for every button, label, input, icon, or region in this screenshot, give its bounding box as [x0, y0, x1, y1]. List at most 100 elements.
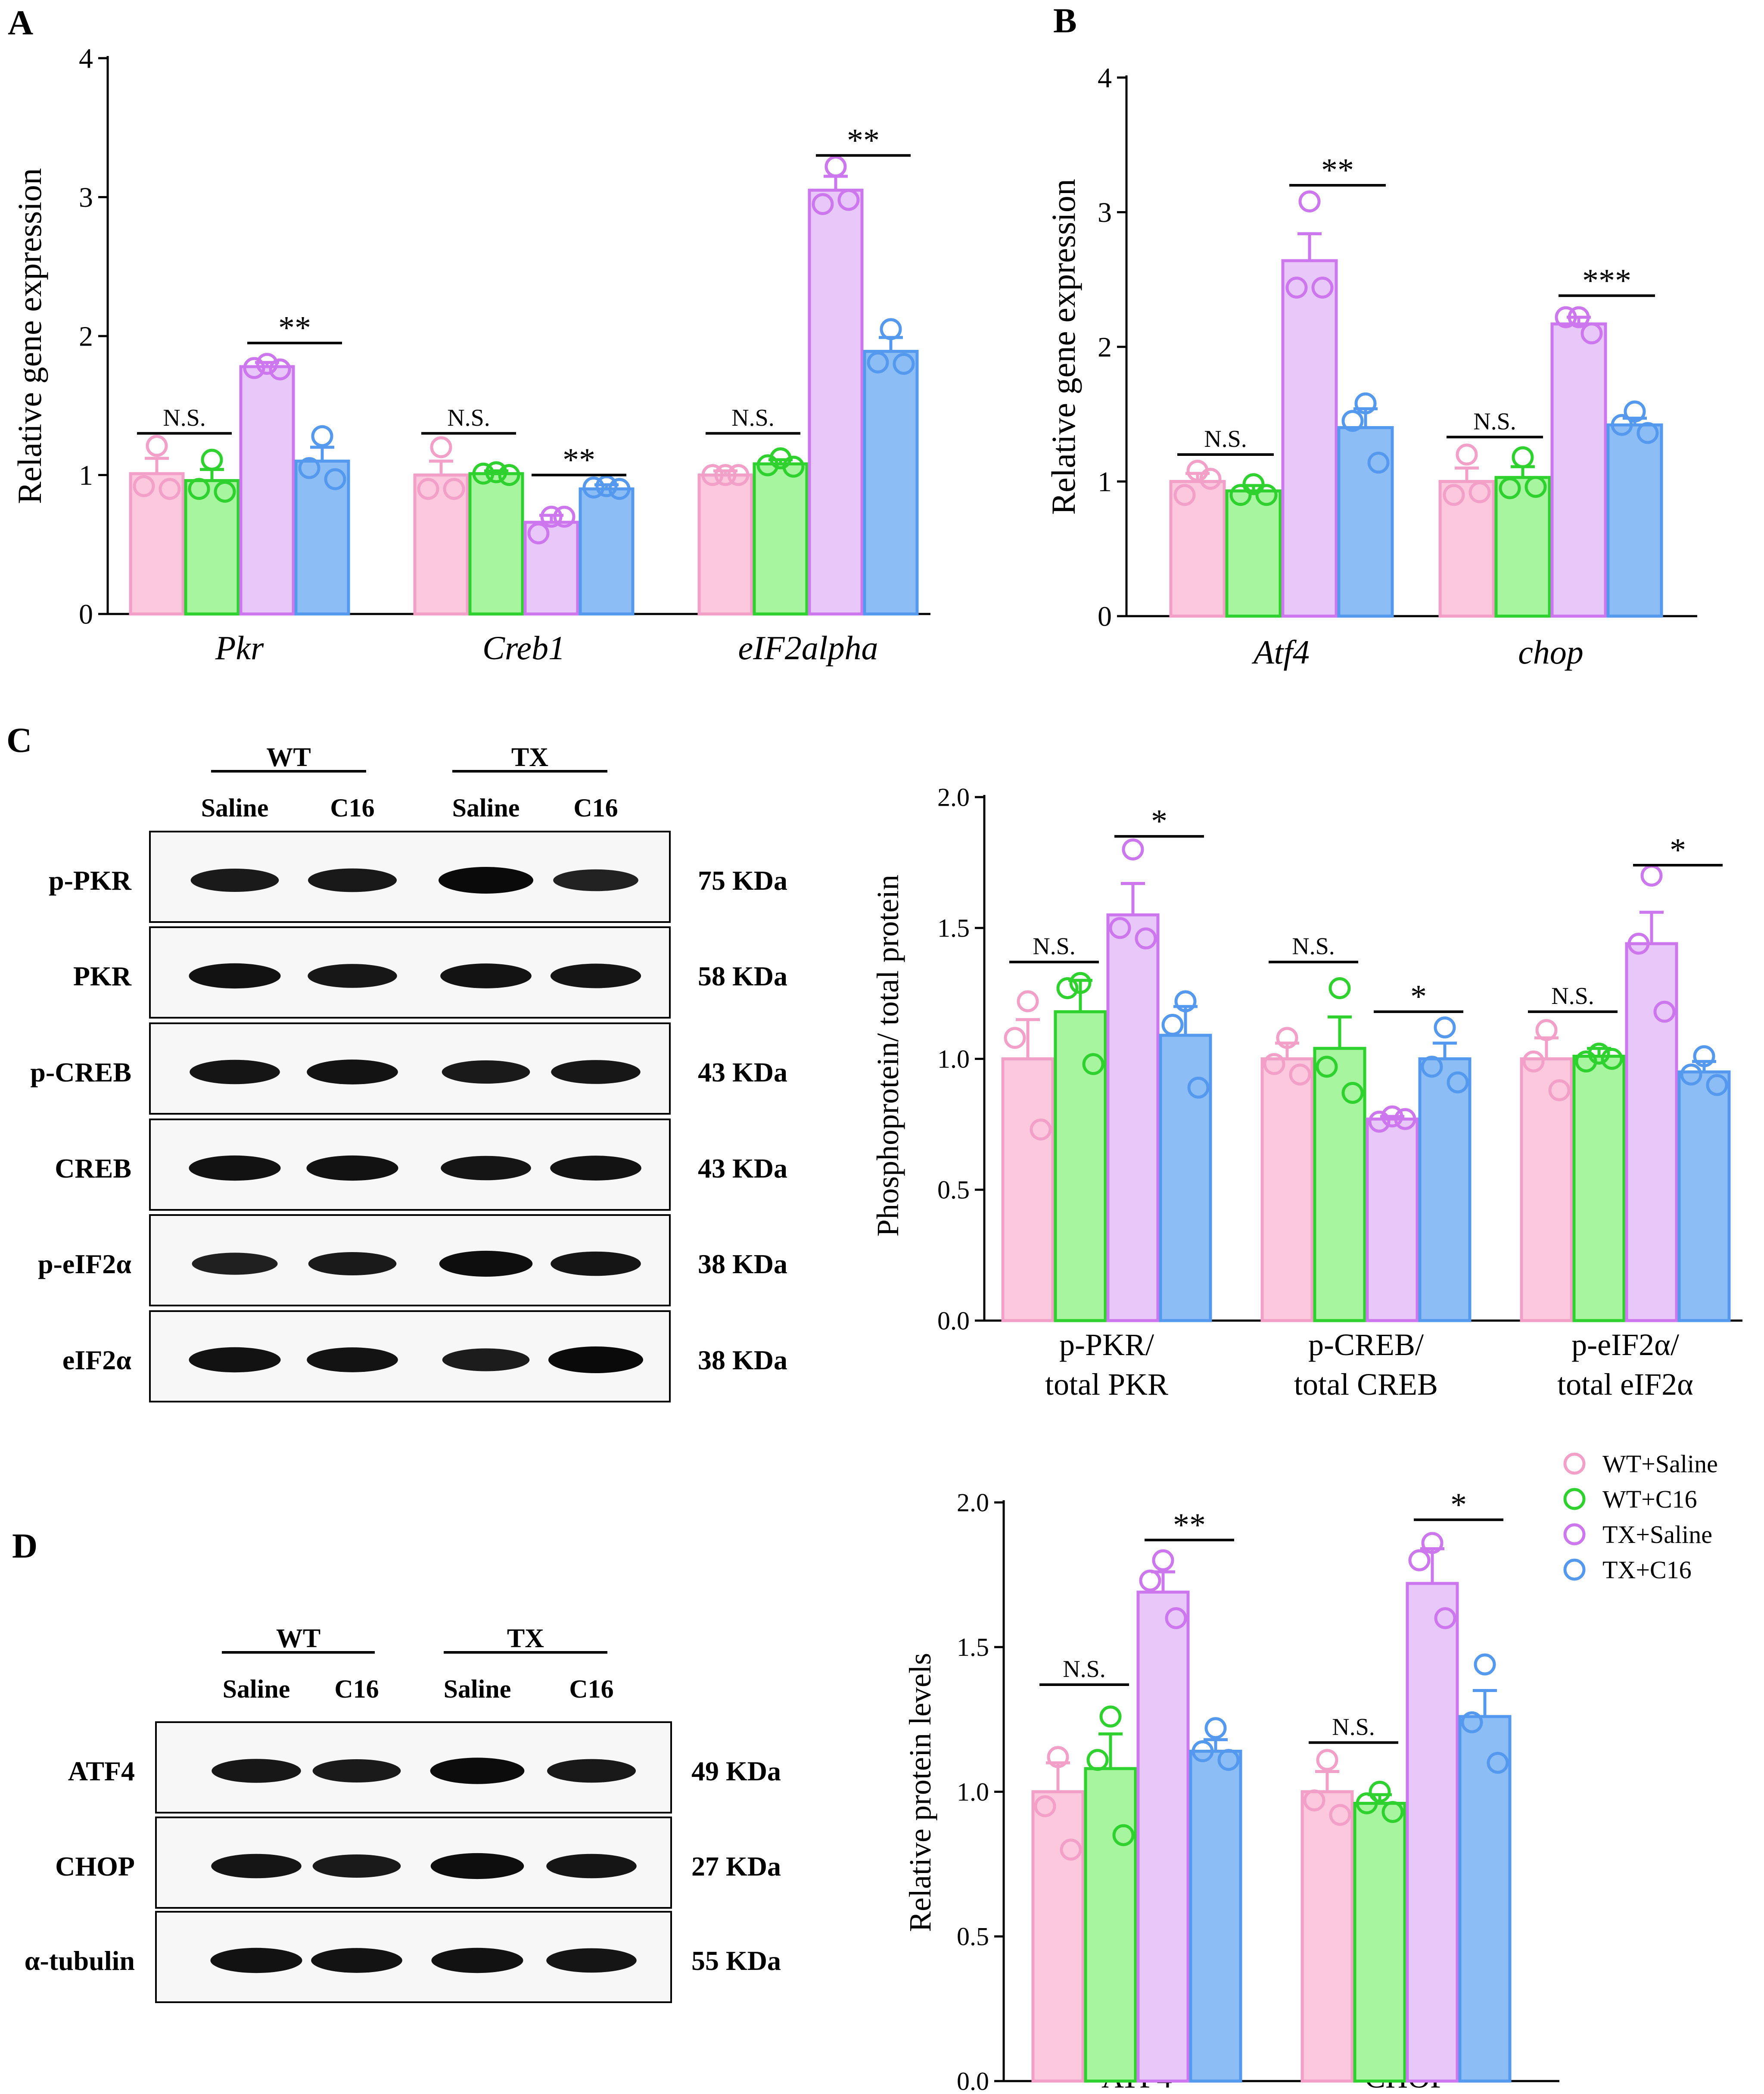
bar-tx-saline [1625, 942, 1678, 1322]
lane-label: Saline [444, 1675, 511, 1703]
data-point [1311, 277, 1334, 299]
significance-label: N.S. [731, 405, 775, 431]
blot-row: CREB 43 KDa [55, 1119, 787, 1211]
bar-tx-c16 [1189, 1749, 1242, 2083]
data-point [1329, 1804, 1351, 1826]
protein-label: PKR [73, 961, 132, 991]
significance-label: N.S. [1332, 1714, 1375, 1740]
significance-label: N.S. [163, 405, 206, 431]
y-tick-label: 1.5 [937, 914, 970, 942]
protein-band [189, 963, 281, 989]
category-label: p-CREB/ [1308, 1327, 1424, 1362]
data-point [201, 449, 223, 471]
bar-wt-saline [1031, 1790, 1085, 2083]
data-point [1341, 1081, 1364, 1104]
significance-label: ** [1173, 1507, 1206, 1543]
data-point [1421, 1056, 1443, 1078]
data-point [256, 353, 278, 375]
y-tick-label: 4 [79, 43, 93, 74]
protein-band [551, 1251, 641, 1276]
data-point [1004, 1027, 1026, 1049]
y-axis-label: Relative gene expression [1045, 179, 1082, 515]
significance-label: * [1151, 803, 1167, 839]
group-label: TX [511, 743, 548, 772]
blot-panel-d: WT TX Saline C16 Saline C16 ATF4 49 KDa CHOP 27 K… [25, 1624, 781, 2003]
protein-band [553, 869, 638, 891]
lane-label: Saline [452, 794, 520, 822]
data-point [1030, 1119, 1052, 1141]
data-point [1367, 452, 1390, 474]
protein-band [546, 1854, 637, 1879]
y-tick-label: 0.0 [957, 2067, 989, 2094]
protein-band [430, 1853, 524, 1879]
data-point [1328, 977, 1351, 999]
data-point [1474, 1653, 1496, 1676]
data-point [269, 358, 291, 380]
data-point [824, 156, 847, 178]
bar-tx-saline [239, 365, 295, 616]
data-point [1086, 1749, 1109, 1771]
legend-marker [1563, 1452, 1586, 1475]
bar-wt-saline [1260, 1057, 1314, 1322]
bar-wt-saline [1300, 1790, 1354, 2083]
data-point [1381, 1801, 1404, 1823]
data-point [1298, 190, 1321, 212]
bar-tx-saline [1366, 1117, 1419, 1322]
legend-marker [1563, 1488, 1586, 1510]
molecular-weight-label: 38 KDa [698, 1345, 787, 1375]
bar-tx-c16 [294, 459, 350, 616]
lane-label: C16 [330, 794, 374, 822]
data-point [133, 475, 155, 497]
protein-band [442, 1348, 530, 1371]
data-point [1522, 1050, 1545, 1073]
chart-c: 0.0 0.5 1.0 1.5 2.0 Phosphoprotein/ total pro… [871, 783, 1742, 1402]
data-point [1192, 1740, 1214, 1762]
bar-tx-c16 [1159, 1034, 1212, 1322]
y-tick-label: 1.0 [957, 1778, 989, 1806]
data-point [1173, 484, 1196, 506]
protein-band [307, 1347, 398, 1372]
legend: WT+Saline WT+C16 TX+Saline TX+C16 [1563, 1450, 1718, 1584]
protein-band [308, 964, 397, 988]
data-point [485, 461, 507, 483]
blot-row: α-tubulin 55 KDa [25, 1911, 781, 2003]
data-point [1601, 1048, 1623, 1070]
y-tick-label: 0.0 [937, 1306, 970, 1335]
protein-band [439, 1250, 533, 1277]
category-label: total CREB [1294, 1367, 1438, 1402]
protein-band [192, 1253, 278, 1275]
significance-label: ** [847, 122, 880, 159]
bar-wt-saline [1520, 1057, 1573, 1322]
data-point [1165, 1607, 1187, 1630]
data-point [159, 478, 181, 500]
protein-band [312, 1854, 401, 1878]
data-point [1056, 977, 1079, 999]
protein-label: α-tubulin [25, 1945, 135, 1976]
bar-tx-saline [523, 520, 579, 616]
category-label: eIF2alpha [738, 629, 878, 667]
protein-band [439, 867, 533, 894]
data-point [1229, 484, 1252, 506]
lane-label: C16 [334, 1675, 379, 1703]
protein-label: p-CREB [30, 1057, 131, 1088]
data-point [417, 478, 439, 500]
data-point [1099, 1705, 1122, 1728]
y-tick-label: 0 [1098, 601, 1112, 632]
data-point [1487, 1751, 1509, 1774]
protein-band [190, 868, 279, 892]
bar-tx-c16 [1337, 426, 1394, 618]
bar-wt-c16 [1225, 489, 1282, 618]
y-tick-label: 1.0 [937, 1045, 970, 1073]
blot-row: eIF2α 38 KDa [62, 1310, 787, 1402]
category-label: Creb1 [482, 629, 565, 667]
y-tick-label: 2.0 [957, 1488, 989, 1517]
data-point [1653, 1000, 1676, 1023]
data-point [1580, 322, 1603, 345]
bar-tx-saline [808, 188, 864, 616]
data-point [1434, 1607, 1456, 1630]
blot-row: p-CREB 43 KDa [30, 1022, 787, 1115]
bar-tx-c16 [1677, 1070, 1731, 1322]
data-point [1255, 484, 1278, 506]
data-point [1122, 838, 1144, 860]
bar-wt-c16 [1572, 1054, 1626, 1322]
